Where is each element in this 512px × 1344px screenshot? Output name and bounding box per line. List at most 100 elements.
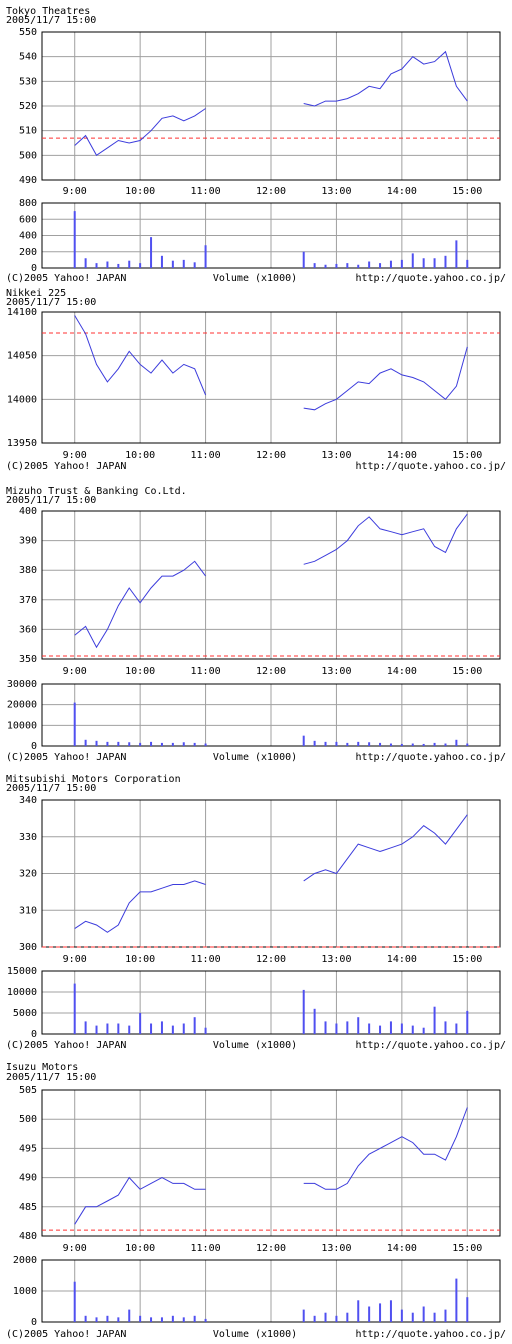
plot-frame [41, 683, 501, 747]
volume-bar [160, 1021, 163, 1034]
volume-label: Volume (x1000) [213, 752, 297, 763]
volume-bar [128, 1025, 131, 1034]
chart-subtitle: 2005/11/7 15:00 [6, 297, 96, 308]
volume-bar [455, 1278, 458, 1322]
volume-bar [411, 1312, 414, 1322]
chart-subtitle: 2005/11/7 15:00 [6, 783, 96, 794]
volume-bar [346, 1021, 349, 1034]
volume-bar [324, 264, 327, 268]
volume-bar [182, 1023, 185, 1034]
y-tick-label: 310 [19, 905, 37, 916]
volume-bar [444, 1021, 447, 1034]
volume-bar [171, 742, 174, 746]
volume-bar [422, 1027, 425, 1034]
y-tick-label: 480 [19, 1231, 37, 1242]
x-tick-label: 9:00 [63, 1243, 87, 1254]
volume-bar [444, 1309, 447, 1322]
volume-label: Volume (x1000) [213, 273, 297, 284]
volume-bar [411, 1025, 414, 1034]
volume-bar [368, 742, 371, 746]
volume-bar [455, 240, 458, 268]
volume-bar [400, 259, 403, 268]
volume-bar [368, 261, 371, 268]
x-tick-label: 14:00 [387, 450, 417, 461]
y-tick-label: 350 [19, 654, 37, 665]
x-tick-label: 9:00 [63, 450, 87, 461]
x-tick-label: 9:00 [63, 186, 87, 197]
volume-bar [389, 260, 392, 268]
x-tick-label: 12:00 [256, 450, 286, 461]
volume-bar [389, 743, 392, 746]
copyright: (C)2005 Yahoo! JAPAN [6, 752, 126, 763]
volume-bar [433, 742, 436, 746]
chart-title: Mizuho Trust & Banking Co.Ltd. [6, 486, 187, 497]
x-tick-label: 12:00 [256, 1243, 286, 1254]
volume-bar [444, 743, 447, 746]
volume-bar [368, 1023, 371, 1034]
chart-subtitle: 2005/11/7 15:00 [6, 15, 96, 26]
volume-bar [84, 1315, 87, 1322]
y-tick-label: 400 [19, 506, 37, 517]
volume-bar [128, 1309, 131, 1322]
y-tick-label: 505 [19, 1085, 37, 1096]
volume-bar [73, 702, 76, 746]
y-tick-label: 600 [19, 214, 37, 225]
price-line [74, 50, 468, 157]
x-tick-label: 11:00 [191, 1243, 221, 1254]
y-tick-label: 20000 [7, 700, 37, 711]
volume-bar [182, 742, 185, 746]
x-tick-label: 12:00 [256, 666, 286, 677]
volume-bar [379, 1025, 382, 1034]
plot-frame [41, 202, 501, 269]
volume-bar [313, 1315, 316, 1322]
y-tick-label: 340 [19, 795, 37, 806]
volume-bar [313, 1008, 316, 1034]
x-tick-label: 12:00 [256, 186, 286, 197]
volume-bar [73, 1281, 76, 1322]
plot-frame [41, 970, 501, 1035]
y-tick-label: 0 [31, 1317, 37, 1328]
x-tick-label: 11:00 [191, 186, 221, 197]
chart-title: Tokyo Theatres [6, 6, 90, 17]
x-tick-label: 10:00 [125, 666, 155, 677]
volume-label: Volume (x1000) [213, 1040, 297, 1051]
x-tick-label: 15:00 [452, 1243, 482, 1254]
volume-bar [204, 1027, 207, 1034]
copyright: (C)2005 Yahoo! JAPAN [6, 1329, 126, 1340]
volume-bar [335, 1315, 338, 1322]
volume-bar [139, 1013, 142, 1034]
volume-bar [466, 743, 469, 746]
source-url: http://quote.yahoo.co.jp/ [355, 752, 506, 763]
x-tick-label: 15:00 [452, 954, 482, 965]
volume-bar [117, 263, 120, 268]
plot-frame [41, 799, 501, 948]
volume-bar [335, 741, 338, 746]
volume-bar [357, 1300, 360, 1322]
volume-bar [346, 1312, 349, 1322]
volume-bar [150, 1317, 153, 1322]
x-tick-label: 15:00 [452, 666, 482, 677]
y-tick-label: 10000 [7, 987, 37, 998]
y-tick-label: 14050 [7, 351, 37, 362]
volume-bar [335, 263, 338, 268]
volume-bar [117, 741, 120, 746]
volume-bar [411, 253, 414, 268]
y-tick-label: 540 [19, 52, 37, 63]
volume-bar [357, 741, 360, 746]
y-tick-label: 10000 [7, 720, 37, 731]
volume-bar [379, 1303, 382, 1322]
y-tick-label: 30000 [7, 679, 37, 690]
volume-bar [117, 1317, 120, 1322]
volume-bar [466, 1010, 469, 1034]
volume-bar [335, 1023, 338, 1034]
x-tick-label: 10:00 [125, 954, 155, 965]
volume-bar [389, 1021, 392, 1034]
chart-subtitle: 2005/11/7 15:00 [6, 1072, 96, 1083]
volume-bar [466, 1297, 469, 1322]
volume-bar [139, 263, 142, 268]
volume-bar [182, 1317, 185, 1322]
volume-bar [302, 989, 305, 1034]
volume-bar [73, 983, 76, 1034]
y-tick-label: 1000 [13, 1286, 37, 1297]
